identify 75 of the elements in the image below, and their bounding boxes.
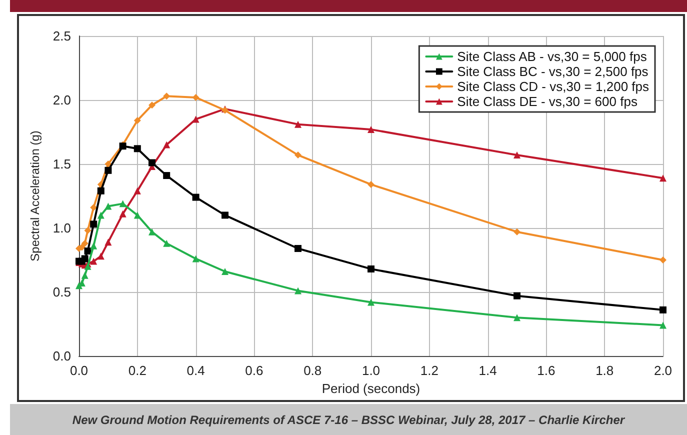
point bbox=[81, 255, 88, 262]
point bbox=[90, 204, 98, 212]
x-axis-title: Period (seconds) bbox=[322, 380, 420, 396]
point bbox=[368, 298, 374, 306]
point bbox=[119, 210, 126, 218]
y-tick-label: 1.0 bbox=[52, 220, 71, 236]
point bbox=[192, 194, 200, 201]
point bbox=[163, 240, 170, 247]
point bbox=[163, 92, 170, 100]
point bbox=[222, 212, 228, 219]
point bbox=[90, 242, 98, 250]
point bbox=[368, 265, 374, 272]
point bbox=[104, 238, 112, 246]
point bbox=[222, 268, 228, 276]
point bbox=[119, 200, 126, 208]
point bbox=[148, 159, 156, 166]
point bbox=[148, 102, 156, 109]
y-tick-label: 2.0 bbox=[52, 92, 71, 108]
point bbox=[97, 252, 104, 260]
point bbox=[134, 145, 141, 152]
point bbox=[660, 322, 666, 329]
x-tick-label: 0.6 bbox=[245, 363, 264, 378]
x-tick-label: 1.4 bbox=[478, 363, 497, 378]
legend-label: Site Class AB - vs,30 = 5,000 fps bbox=[457, 49, 648, 64]
legend-label: Site Class DE - vs,30 = 600 fps bbox=[457, 94, 638, 109]
point bbox=[294, 152, 302, 159]
point bbox=[514, 152, 520, 159]
point bbox=[104, 166, 112, 174]
point bbox=[294, 120, 302, 128]
point bbox=[192, 94, 200, 101]
point bbox=[84, 227, 92, 234]
point bbox=[134, 212, 141, 219]
point bbox=[660, 256, 666, 264]
y-tick-label: 2.5 bbox=[52, 28, 71, 44]
x-tick-label: 0.4 bbox=[186, 363, 205, 378]
point bbox=[97, 187, 104, 194]
point bbox=[514, 314, 520, 322]
x-tick-label: 0.8 bbox=[304, 363, 322, 378]
point bbox=[84, 262, 92, 270]
point bbox=[660, 174, 666, 182]
point bbox=[148, 228, 156, 236]
point bbox=[81, 272, 88, 279]
x-tick-label: 1.8 bbox=[596, 363, 614, 378]
point bbox=[294, 244, 302, 252]
point bbox=[163, 141, 170, 148]
y-tick-label: 0.0 bbox=[52, 348, 71, 364]
x-tick-label: 2.0 bbox=[654, 363, 672, 378]
text: New Ground Motion Requirements of ASCE 7-16 – BSSC Webinar, July 28, 2017 – Charlie Kircher bbox=[72, 412, 625, 426]
y-axis-title: Spectral Acceleration (g) bbox=[28, 130, 42, 262]
point bbox=[514, 292, 520, 300]
point bbox=[97, 212, 104, 219]
point bbox=[192, 116, 200, 123]
point bbox=[294, 287, 302, 294]
x-tick-label: 1.2 bbox=[420, 363, 438, 378]
point bbox=[514, 228, 520, 236]
point bbox=[104, 202, 112, 210]
point bbox=[134, 187, 141, 194]
legend-label: Site Class BC - vs,30 = 2,500 fps bbox=[457, 64, 649, 79]
point bbox=[90, 220, 98, 228]
x-tick-label: 0.2 bbox=[128, 363, 146, 378]
x-tick-label: 0.0 bbox=[70, 363, 88, 378]
y-tick-label: 1.5 bbox=[52, 156, 71, 172]
point bbox=[104, 160, 112, 168]
legend-label: Site Class CD - vs,30 = 1,200 fps bbox=[457, 79, 650, 94]
point bbox=[90, 258, 98, 265]
x-tick-label: 1.0 bbox=[362, 363, 380, 378]
point bbox=[660, 306, 666, 314]
y-tick-label: 0.5 bbox=[52, 284, 71, 300]
point bbox=[163, 172, 170, 180]
point bbox=[368, 126, 374, 133]
x-tick-label: 1.6 bbox=[537, 363, 556, 378]
point bbox=[192, 255, 200, 262]
point bbox=[134, 116, 141, 124]
point bbox=[81, 240, 88, 247]
point bbox=[368, 180, 374, 188]
